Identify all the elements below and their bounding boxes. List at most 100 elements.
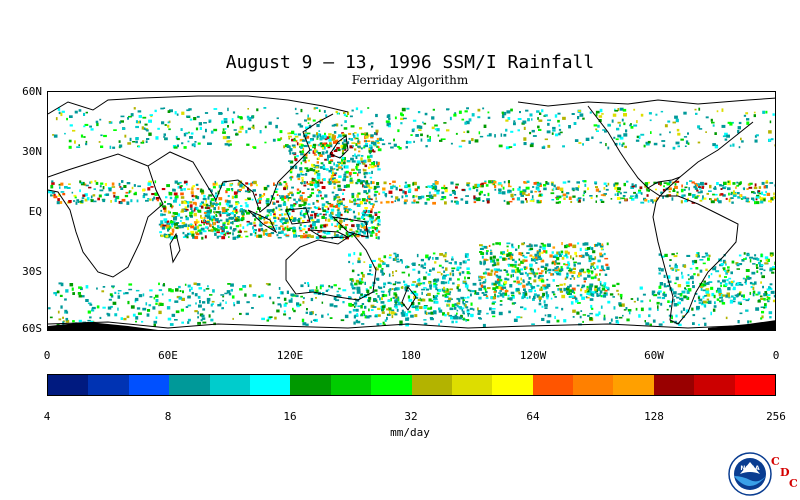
- rain-speckle: [362, 185, 366, 188]
- rain-speckle: [506, 249, 509, 252]
- rain-speckle: [338, 287, 341, 290]
- rain-speckle: [529, 200, 534, 202]
- rain-speckle: [197, 311, 199, 315]
- rain-speckle: [325, 213, 327, 216]
- rain-speckle: [191, 187, 194, 191]
- rain-speckle: [331, 223, 333, 226]
- lon-label-0-east: 0: [772, 349, 780, 362]
- rain-speckle: [275, 227, 278, 230]
- rain-speckle: [450, 316, 454, 320]
- rain-speckle: [585, 296, 588, 298]
- rain-speckle: [283, 303, 287, 307]
- rain-speckle: [245, 312, 249, 316]
- rain-speckle: [87, 302, 92, 305]
- rain-speckle: [761, 315, 764, 319]
- rain-speckle: [191, 286, 193, 291]
- rain-speckle: [765, 259, 768, 262]
- rain-speckle: [764, 185, 768, 189]
- rain-speckle: [105, 193, 110, 196]
- rain-speckle: [434, 128, 438, 131]
- rain-speckle: [454, 261, 457, 263]
- rain-speckle: [413, 181, 417, 186]
- rain-speckle: [266, 203, 270, 207]
- rain-speckle: [427, 312, 431, 315]
- rain-speckle: [487, 111, 490, 114]
- rain-speckle: [388, 273, 391, 277]
- rain-speckle: [458, 145, 463, 148]
- colorbar-segment: [694, 375, 735, 395]
- rain-speckle: [761, 191, 764, 195]
- rain-speckle: [766, 295, 769, 299]
- rain-speckle: [363, 209, 367, 212]
- rain-speckle: [174, 195, 179, 199]
- rain-speckle: [642, 293, 646, 296]
- rain-speckle: [78, 286, 82, 289]
- rain-speckle: [541, 194, 544, 197]
- rain-speckle: [494, 293, 496, 297]
- rain-speckle: [396, 253, 399, 258]
- rain-speckle: [476, 197, 481, 202]
- rain-speckle: [467, 296, 470, 299]
- rain-speckle: [511, 243, 514, 247]
- rain-speckle: [545, 271, 547, 274]
- rain-speckle: [552, 279, 555, 282]
- rain-speckle: [311, 182, 315, 184]
- rain-speckle: [622, 108, 627, 112]
- rain-speckle: [730, 295, 734, 298]
- rain-speckle: [518, 252, 522, 256]
- rain-speckle: [754, 135, 757, 138]
- rain-speckle: [617, 191, 621, 193]
- rain-speckle: [485, 268, 490, 271]
- rain-speckle: [363, 190, 367, 194]
- rain-speckle: [461, 271, 465, 274]
- rain-speckle: [731, 260, 735, 264]
- rain-speckle: [267, 233, 272, 237]
- rain-speckle: [544, 307, 548, 309]
- rain-speckle: [161, 293, 164, 296]
- rain-speckle: [726, 134, 730, 138]
- rain-speckle: [167, 317, 172, 321]
- lon-label-120e: 120E: [276, 349, 304, 362]
- rain-speckle: [432, 257, 434, 260]
- rain-speckle: [507, 185, 512, 188]
- rain-speckle: [316, 213, 319, 216]
- rain-speckle: [302, 301, 305, 304]
- rain-speckle: [215, 202, 218, 204]
- rain-speckle: [335, 234, 339, 238]
- rain-speckle: [485, 259, 489, 261]
- rain-speckle: [361, 223, 364, 227]
- rain-speckle: [774, 184, 775, 187]
- rain-speckle: [374, 289, 378, 292]
- rain-speckle: [487, 116, 491, 119]
- rain-speckle: [647, 189, 650, 192]
- rain-speckle: [536, 251, 540, 255]
- rain-speckle: [386, 316, 388, 321]
- rain-speckle: [375, 232, 378, 236]
- rain-speckle: [697, 141, 701, 144]
- rain-speckle: [537, 201, 541, 204]
- rain-speckle: [307, 283, 310, 287]
- rain-speckle: [355, 107, 359, 111]
- rain-speckle: [528, 272, 533, 275]
- rain-speckle: [555, 201, 560, 204]
- rain-speckle: [738, 292, 741, 296]
- rain-speckle: [155, 316, 158, 319]
- rain-speckle: [316, 220, 320, 223]
- rain-speckle: [640, 201, 645, 204]
- rain-speckle: [167, 124, 170, 128]
- rain-speckle: [589, 317, 593, 321]
- rain-speckle: [377, 263, 382, 266]
- rain-speckle: [204, 235, 207, 239]
- rain-speckle: [111, 186, 116, 188]
- rain-speckle: [264, 229, 268, 232]
- rain-speckle: [447, 312, 450, 316]
- rain-speckle: [629, 197, 633, 199]
- rain-speckle: [301, 179, 304, 183]
- rain-speckle: [599, 199, 603, 201]
- rain-speckle: [333, 205, 335, 208]
- rain-speckle: [361, 235, 365, 238]
- rain-speckle: [555, 306, 559, 309]
- rain-speckle: [533, 244, 538, 247]
- rain-speckle: [698, 301, 701, 304]
- rain-speckle: [258, 228, 261, 232]
